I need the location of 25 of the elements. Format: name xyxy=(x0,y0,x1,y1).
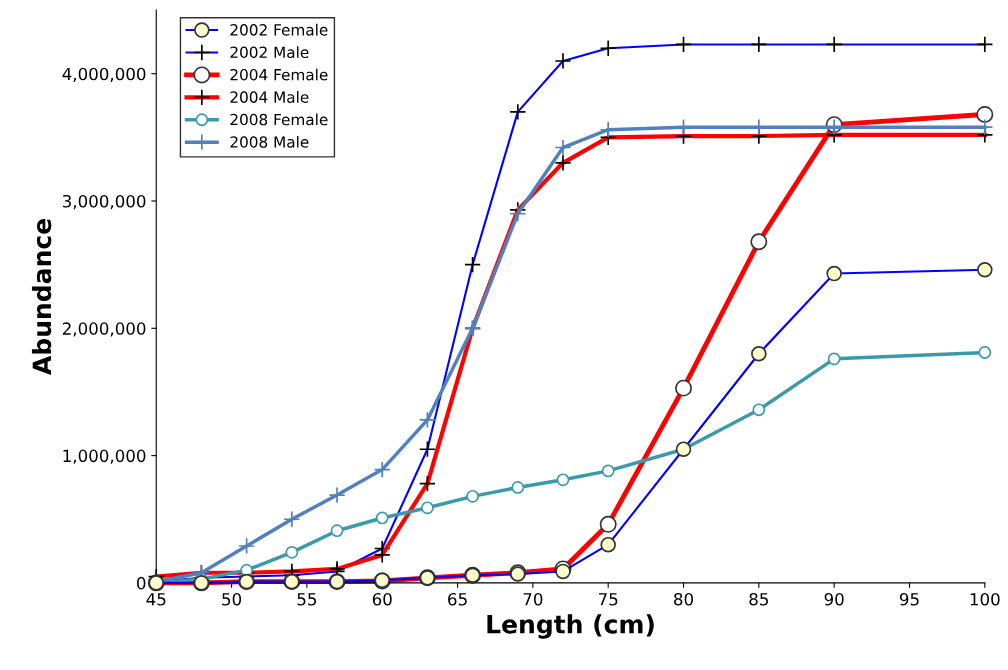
x-tick-label: 85 xyxy=(749,592,768,606)
y-tick-label: 1,000,000 xyxy=(63,449,146,464)
y-tick-label: 3,000,000 xyxy=(62,194,146,210)
legend-label: 2008 Male xyxy=(230,135,309,148)
x-tick-label: 60 xyxy=(372,592,392,606)
x-tick-label: 95 xyxy=(899,592,919,606)
x-tick-label: 65 xyxy=(448,592,467,606)
legend-label: 2004 Male xyxy=(230,91,309,103)
x-tick-label: 80 xyxy=(674,592,694,606)
x-tick-label: 75 xyxy=(598,593,618,606)
legend-label: 2002 Female xyxy=(230,23,328,36)
y-tick-label: 0 xyxy=(137,576,146,590)
legend-label: 2004 Female xyxy=(230,68,328,81)
x-tick-label: 45 xyxy=(146,593,166,606)
legend-label: 2008 Female xyxy=(230,113,328,126)
y-axis-title: Abundance xyxy=(31,219,52,375)
x-tick-label: 70 xyxy=(523,592,543,606)
x-tick-label: 90 xyxy=(824,592,844,606)
x-tick-label: 100 xyxy=(970,592,1000,606)
x-tick-label: 55 xyxy=(297,593,317,606)
x-axis-title: Length (cm) xyxy=(487,614,654,639)
y-tick-label: 2,000,000 xyxy=(62,322,146,337)
y-tick-label: 4,000,000 xyxy=(62,67,146,82)
x-tick-label: 50 xyxy=(222,592,242,606)
legend-label: 2002 Male xyxy=(230,46,309,59)
